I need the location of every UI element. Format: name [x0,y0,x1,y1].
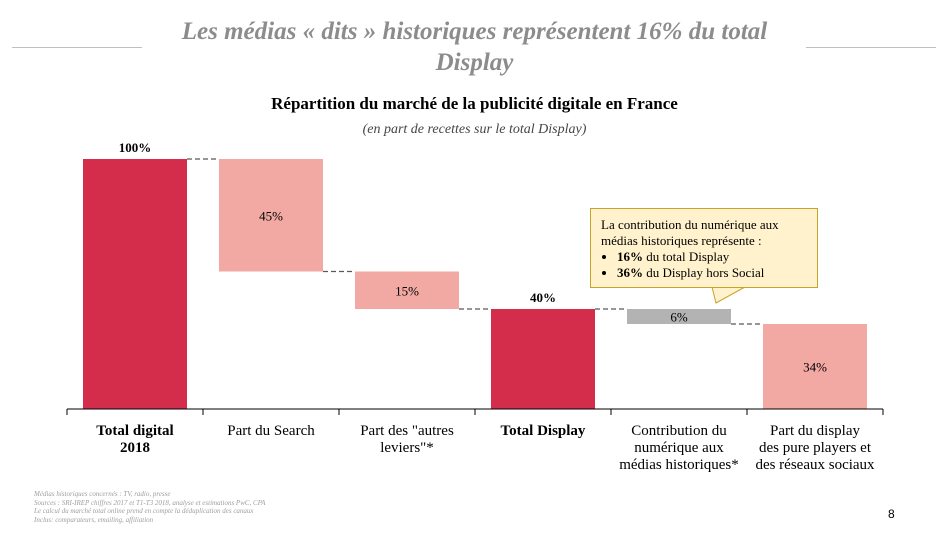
sources-note: Médias historiques concernés : TV, radio… [34,490,265,524]
bar [219,159,323,272]
title-rule-right [806,47,936,48]
x-axis-category-label: Part des "autres leviers"* [360,423,454,456]
callout-list: 16% du total Display 36% du Display hors… [601,249,807,281]
source-line: Inclus: comparateurs, emailing, affiliat… [34,515,154,524]
chart-subtitle: (en part de recettes sur le total Displa… [362,122,587,137]
callout-item-value: 16% [617,249,643,264]
slide-title: Les médias « dits » historiques représen… [181,18,768,76]
title-rule-left [12,47,142,48]
callout-item-value: 36% [617,265,643,280]
callout-item-text: du total Display [643,249,730,264]
data-label: 15% [395,283,419,298]
bar [491,309,595,409]
callout-intro: La contribution du numérique aux médias … [601,217,779,248]
x-axis-category-label: Part du display des pure players et des ré… [755,423,875,473]
source-line: Sources : SRI-IREP chiffres 2017 et T1-T… [34,498,266,507]
x-axis-category-label: Contribution du numérique aux médias histo… [619,423,739,473]
bar [83,159,187,409]
callout-item-text: du Display hors Social [643,265,765,280]
data-label: 34% [803,360,827,375]
data-label: 6% [670,310,688,325]
callout-item: 36% du Display hors Social [617,265,807,281]
chart-title: Répartition du marché de la publicité di… [271,94,678,113]
source-line: Médias historiques concernés : TV, radio… [34,490,171,498]
page-number: 8 [888,507,895,521]
x-axis-category-label: Total digital 2018 [96,423,174,456]
data-label: 45% [259,208,283,223]
x-axis-category-label: Part du Search [227,423,315,439]
data-label: 100% [119,140,152,155]
callout-item: 16% du total Display [617,249,807,265]
data-label: 40% [530,290,556,305]
bar [627,309,731,324]
x-axis-category-label: Total Display [500,423,586,439]
source-line: Le calcul du marché total online prend e… [34,507,254,515]
callout-box: La contribution du numérique aux médias … [590,208,818,288]
bar [763,324,867,409]
bar [355,271,459,309]
